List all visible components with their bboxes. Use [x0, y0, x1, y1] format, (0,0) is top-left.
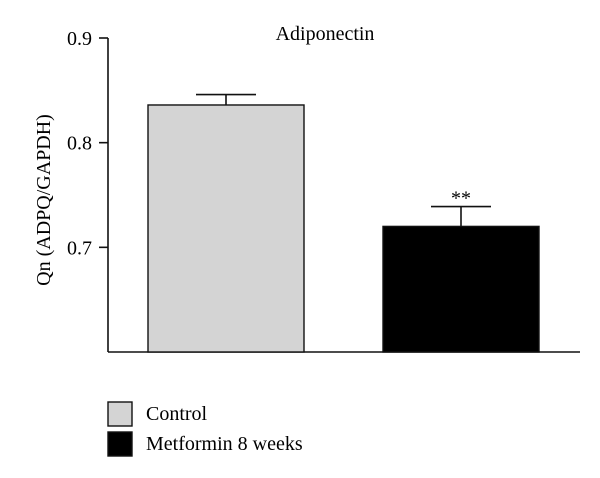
legend-label-control: Control: [146, 403, 208, 425]
significance-annotation: **: [451, 188, 471, 210]
bar-control: [147, 104, 305, 353]
legend-swatch-metformin: [107, 431, 133, 457]
y-axis-title: Qn (ADPQ/GAPDH): [33, 114, 55, 286]
y-tick-label: 0.8: [67, 133, 92, 155]
y-ticks: 0.7 0.8 0.9: [67, 28, 108, 259]
y-tick-label: 0.9: [67, 28, 92, 50]
legend-label-metformin: Metformin 8 weeks: [146, 433, 303, 455]
bars: **: [147, 93, 540, 353]
legend: Control Metformin 8 weeks: [107, 401, 303, 457]
y-tick-label: 0.7: [67, 237, 92, 259]
bar-metformin: [382, 225, 540, 353]
chart-title: Adiponectin: [276, 23, 375, 45]
legend-swatch-control: [107, 401, 133, 427]
